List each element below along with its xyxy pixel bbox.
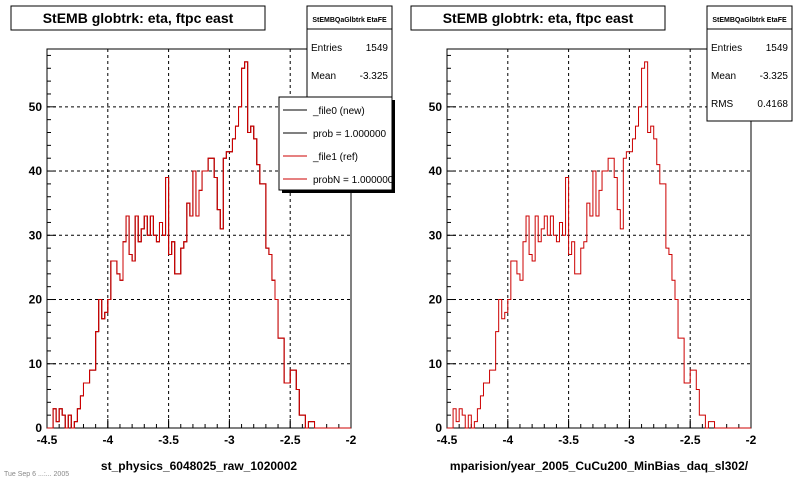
legend-entry: _file1 (ref) (312, 152, 358, 163)
title-box (410, 5, 666, 31)
y-tick-label: 30 (29, 228, 43, 242)
y-tick-label: 40 (29, 164, 43, 178)
y-tick-label: 20 (429, 293, 443, 307)
stats-title: StEMBQaGlbtrk EtaFE (312, 17, 387, 24)
x-tick-label: -2 (346, 433, 357, 447)
histogram-line (447, 61, 751, 429)
legend-entry: prob = 1.000000 (313, 129, 387, 140)
footer-timestamp: Tue Sep 6 ...:... 2005 (4, 471, 69, 478)
y-tick-label: 10 (29, 357, 43, 371)
y-tick-label: 0 (435, 421, 442, 435)
chart-title: StEMB globtrk: eta, ftpc east (43, 10, 234, 26)
y-tick-label: 30 (429, 228, 443, 242)
x-tick-label: -3.5 (558, 433, 579, 447)
stats-value: 1549 (366, 43, 389, 54)
y-tick-label: 50 (29, 100, 43, 114)
legend-box (278, 96, 393, 191)
legend-entry: probN = 1.000000 (313, 175, 394, 186)
stats-value: -3.325 (760, 71, 789, 82)
x-tick-label: -2 (746, 433, 757, 447)
x-tick-label: -4.5 (37, 433, 58, 447)
y-tick-label: 10 (429, 357, 443, 371)
x-tick-label: -3.5 (158, 433, 179, 447)
chart-title: StEMB globtrk: eta, ftpc east (443, 10, 634, 26)
x-axis-label: st_physics_6048025_raw_1020002 (101, 459, 297, 473)
histogram-panel-left: -4.5 -4 -3.5 -3 -2.5 -2 0 10 20 30 40 50 StEMB globt… (10, 5, 395, 473)
x-tick-label: -4.5 (437, 433, 458, 447)
plot-frame (446, 48, 752, 429)
x-tick-label: -4 (102, 433, 113, 447)
legend-entry: _file0 (new) (312, 106, 365, 117)
y-tick-label: 40 (429, 164, 443, 178)
y-tick-label: 0 (35, 421, 42, 435)
histogram-panel-right: -4.5 -4 -3.5 -3 -2.5 -2 0 10 20 30 40 50 StEMB globt… (410, 5, 793, 473)
x-tick-label: -2.5 (280, 433, 301, 447)
x-tick-label: -4 (502, 433, 513, 447)
x-tick-label: -2.5 (680, 433, 701, 447)
y-tick-label: 20 (29, 293, 43, 307)
series-0 (447, 61, 751, 429)
stats-label: Entries (711, 43, 742, 54)
stats-label: Mean (311, 71, 336, 82)
stats-value: -3.325 (360, 71, 389, 82)
y-tick-label: 50 (429, 100, 443, 114)
stats-value: 1549 (766, 43, 789, 54)
title-box (10, 5, 266, 31)
x-axis-label: mparision/year_2005_CuCu200_MinBias_daq_… (450, 459, 749, 473)
histogram-line-ref (47, 61, 351, 429)
stats-label: RMS (711, 99, 734, 110)
stats-value: 0.4168 (757, 99, 788, 110)
stats-title: StEMBQaGlbtrk EtaFE (712, 17, 787, 24)
x-tick-label: -3 (624, 433, 635, 447)
stats-label: Entries (311, 43, 342, 54)
x-tick-label: -3 (224, 433, 235, 447)
stats-label: Mean (711, 71, 736, 82)
stats-box (706, 5, 793, 122)
